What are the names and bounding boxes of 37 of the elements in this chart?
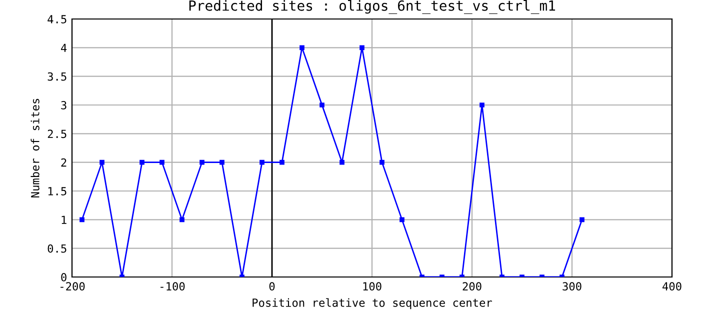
y-tick-label: 0 (61, 273, 66, 282)
y-tick-label: 1 (62, 216, 66, 224)
y-tick-label: 3.5 (48, 72, 66, 81)
chart-title: Predicted sites : oligos_6nt_test_vs_ctrl_m1 (189, 0, 556, 14)
y-tick-label: 1.5 (48, 187, 66, 196)
point (480, 102, 484, 108)
x-tick-label: 400 (662, 282, 682, 291)
x-tick-label: 300 (562, 282, 582, 291)
x-axis-title: Position relative to sequence center (252, 298, 492, 310)
x-tick-label: -100 (160, 282, 185, 291)
point (300, 45, 304, 50)
x-tick-label: -200 (60, 282, 85, 291)
point (320, 102, 324, 108)
y-tick-label: 4.5 (48, 15, 66, 24)
y-tick-label: 3 (61, 101, 66, 110)
point (180, 217, 184, 222)
point (400, 217, 404, 222)
y-tick-label: 2.5 (48, 130, 66, 138)
point (260, 160, 264, 165)
y-tick-label: 0.5 (48, 244, 66, 253)
point (340, 160, 344, 165)
x-tick-label: 100 (363, 282, 382, 291)
point (100, 160, 104, 165)
y-tick-label: 4 (61, 44, 67, 52)
point (360, 45, 364, 50)
point (280, 160, 284, 165)
x-tick-label: 200 (462, 282, 482, 291)
point (160, 160, 164, 165)
point (140, 160, 144, 165)
point (220, 160, 224, 165)
x-tick-label: 0 (269, 282, 275, 291)
point (380, 160, 384, 165)
y-tick-label: 2 (61, 158, 66, 167)
point (80, 217, 84, 222)
y-axis-title: Number of sites (30, 98, 40, 198)
point (580, 217, 584, 222)
point (200, 160, 204, 165)
